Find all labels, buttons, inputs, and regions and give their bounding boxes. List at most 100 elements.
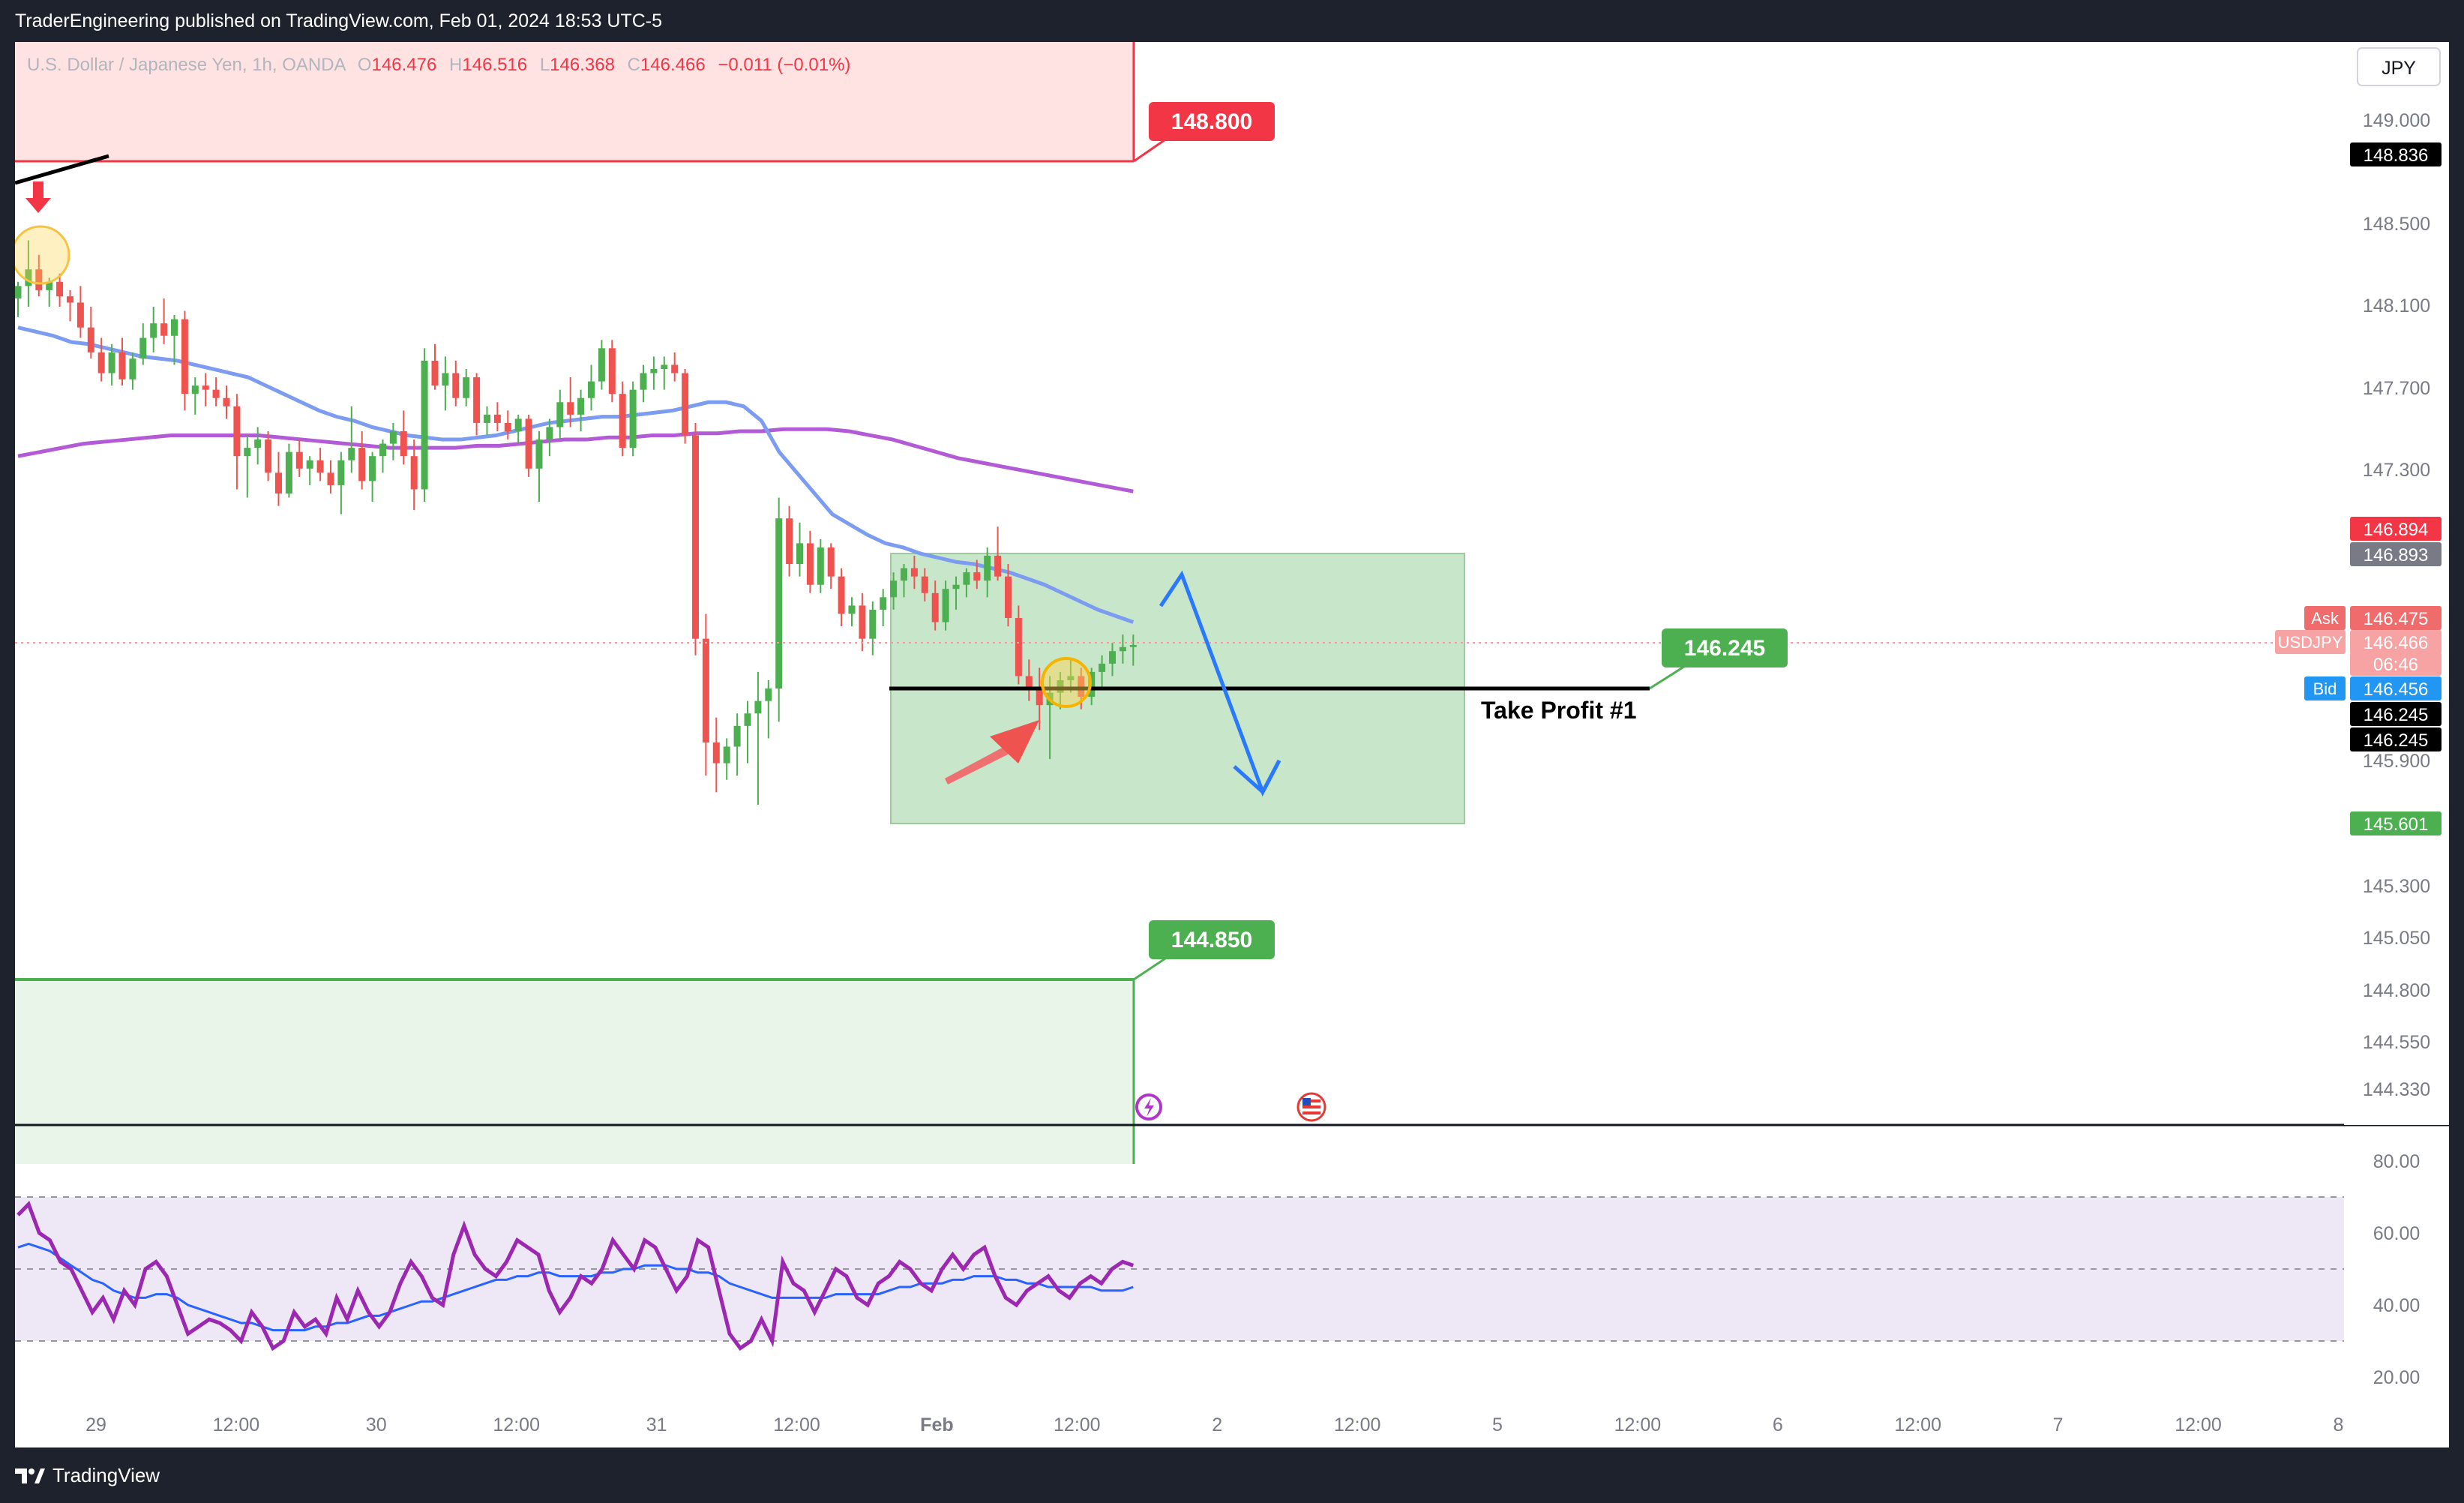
candle[interactable] <box>139 323 147 365</box>
candle[interactable] <box>212 377 220 406</box>
candle[interactable] <box>984 547 991 598</box>
candle[interactable] <box>880 589 887 627</box>
candle[interactable] <box>35 254 43 297</box>
candle[interactable] <box>650 356 658 390</box>
candle[interactable] <box>588 364 595 411</box>
tp-callout[interactable]: 146.245 <box>1649 628 1788 690</box>
candle[interactable] <box>389 422 397 460</box>
chart-area[interactable]: Take Profit #1 148.800 144.850 146.245 <box>10 42 2449 1448</box>
candle[interactable] <box>1119 634 1126 664</box>
candle[interactable] <box>254 427 262 465</box>
rsi-axis[interactable]: 80.00 60.00 40.00 20.00 <box>2344 1126 2449 1396</box>
candle[interactable] <box>337 452 345 514</box>
candle[interactable] <box>285 443 292 498</box>
currency-button[interactable]: JPY <box>2357 47 2441 86</box>
candle[interactable] <box>869 601 877 656</box>
trend-line[interactable] <box>14 154 109 185</box>
candle[interactable] <box>806 530 814 593</box>
candle[interactable] <box>608 340 616 403</box>
candle[interactable] <box>410 440 418 511</box>
candle[interactable] <box>796 522 803 577</box>
candle[interactable] <box>191 377 199 415</box>
candle[interactable] <box>577 389 585 431</box>
candle[interactable] <box>463 368 470 406</box>
candle[interactable] <box>160 298 168 344</box>
candle[interactable] <box>723 738 730 780</box>
candle[interactable] <box>765 680 772 739</box>
candle[interactable] <box>150 306 157 352</box>
candle[interactable] <box>67 290 73 322</box>
candle[interactable] <box>817 538 824 593</box>
candle[interactable] <box>25 240 32 307</box>
candle[interactable] <box>171 315 178 365</box>
candle[interactable] <box>233 394 241 490</box>
candle[interactable] <box>556 389 564 440</box>
candle[interactable] <box>775 497 783 722</box>
candle[interactable] <box>129 352 136 390</box>
rsi-pane[interactable] <box>15 1196 2344 1352</box>
candle[interactable] <box>712 717 720 793</box>
candle[interactable] <box>442 356 449 411</box>
candle[interactable] <box>629 381 637 457</box>
candle[interactable] <box>97 338 105 382</box>
candle[interactable] <box>348 406 355 473</box>
us-flag-icon[interactable] <box>1296 1092 1326 1122</box>
candle[interactable] <box>369 452 376 502</box>
candle[interactable] <box>14 281 22 317</box>
candle[interactable] <box>754 671 762 805</box>
candle[interactable] <box>535 430 543 502</box>
candles[interactable] <box>14 240 1137 805</box>
candle[interactable] <box>901 564 907 598</box>
candle[interactable] <box>87 306 94 359</box>
candle[interactable] <box>942 580 949 631</box>
candle[interactable] <box>733 713 741 776</box>
candle[interactable] <box>838 568 845 627</box>
candle[interactable] <box>994 526 1002 581</box>
candle[interactable] <box>223 386 230 419</box>
candle[interactable] <box>504 410 511 440</box>
candle[interactable] <box>493 402 501 431</box>
candle[interactable] <box>744 700 751 764</box>
candle[interactable] <box>473 373 481 436</box>
candle[interactable] <box>421 348 428 502</box>
candle[interactable] <box>202 373 209 406</box>
candle[interactable] <box>452 360 460 406</box>
tradingview-logo[interactable]: TradingView <box>15 1464 160 1487</box>
demand-callout[interactable]: 144.850 <box>1133 920 1275 981</box>
candle[interactable] <box>931 580 939 631</box>
candle[interactable] <box>1057 671 1064 710</box>
price-axis[interactable]: 149.000148.500148.100147.700147.300146.9… <box>2344 42 2449 1125</box>
lightning-icon[interactable] <box>1135 1094 1162 1120</box>
candle[interactable] <box>921 568 928 602</box>
candle[interactable] <box>682 368 689 444</box>
candle[interactable] <box>567 377 574 428</box>
candle[interactable] <box>692 422 699 656</box>
candle[interactable] <box>306 456 313 485</box>
candle[interactable] <box>244 435 251 498</box>
candle[interactable] <box>963 568 970 598</box>
candle[interactable] <box>56 273 64 307</box>
candle[interactable] <box>786 506 793 577</box>
candle[interactable] <box>1015 605 1022 685</box>
candle[interactable] <box>295 440 303 477</box>
candle[interactable] <box>859 592 866 652</box>
candle[interactable] <box>973 560 981 590</box>
candle[interactable] <box>275 452 282 506</box>
candle[interactable] <box>327 460 334 494</box>
candle[interactable] <box>76 286 84 338</box>
candle[interactable] <box>379 440 386 473</box>
candle[interactable] <box>619 381 626 457</box>
candle[interactable] <box>827 543 835 590</box>
candle[interactable] <box>1036 668 1043 730</box>
candle[interactable] <box>671 352 679 382</box>
candle[interactable] <box>702 614 709 776</box>
candle[interactable] <box>890 572 898 610</box>
candle[interactable] <box>1005 564 1012 627</box>
time-axis[interactable]: 29 12:00 30 12:00 31 12:00 Feb 12:00 2 12:00 5 12:0… <box>85 1414 2343 1436</box>
chart-svg[interactable]: Take Profit #1 148.800 144.850 146.245 <box>10 42 2449 1448</box>
candle[interactable] <box>484 406 490 436</box>
candle[interactable] <box>1025 659 1033 701</box>
candle[interactable] <box>598 340 605 390</box>
candle[interactable] <box>118 338 126 386</box>
candle[interactable] <box>265 430 272 482</box>
